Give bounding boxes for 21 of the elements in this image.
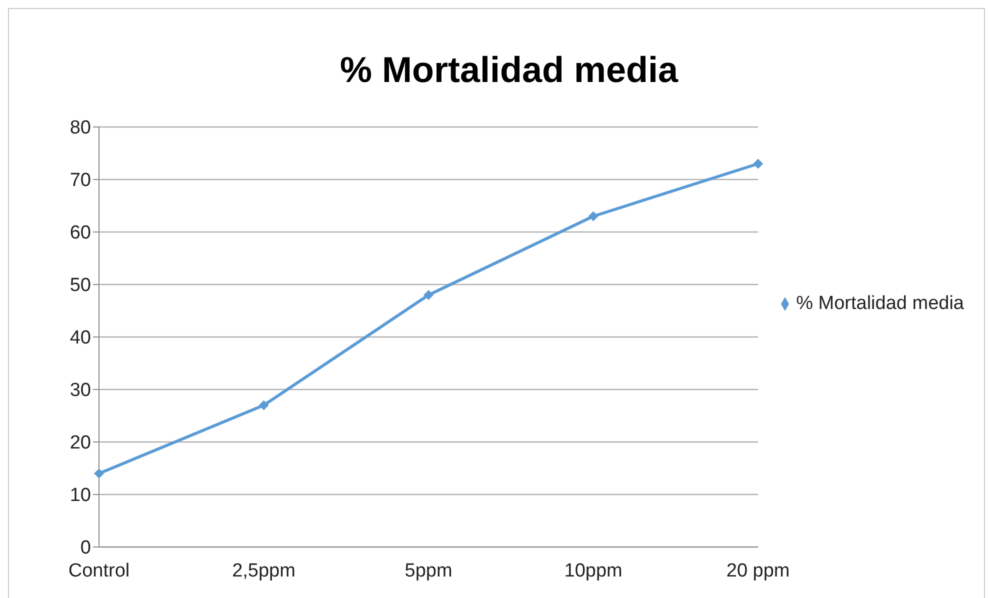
point [94, 468, 104, 478]
x-tick-label: 10ppm [564, 560, 622, 582]
x-tick-label: 5ppm [404, 560, 452, 582]
x-tick-label: 2,5ppm [232, 560, 296, 582]
point [753, 158, 764, 169]
y-tick-label: 50 [70, 275, 91, 296]
x-tick-label: 20 ppm [726, 560, 790, 582]
y-tick-label: 40 [70, 328, 91, 349]
y-tick-label: 10 [70, 485, 91, 506]
y-tick-label: 60 [70, 222, 91, 244]
y-tick-label: 20 [70, 432, 91, 454]
x-tick-label: Control [68, 560, 130, 582]
point [258, 400, 269, 410]
point [424, 290, 434, 300]
y-tick-label: 70 [70, 170, 91, 192]
point [588, 211, 598, 222]
y-tick-label: 30 [70, 380, 91, 402]
y-tick-label: 0 [80, 538, 91, 559]
chart-title: % Mortalidad media [338, 49, 680, 91]
y-tick-label: 80 [70, 118, 91, 139]
legend-label: % Mortalidad media [796, 293, 964, 314]
